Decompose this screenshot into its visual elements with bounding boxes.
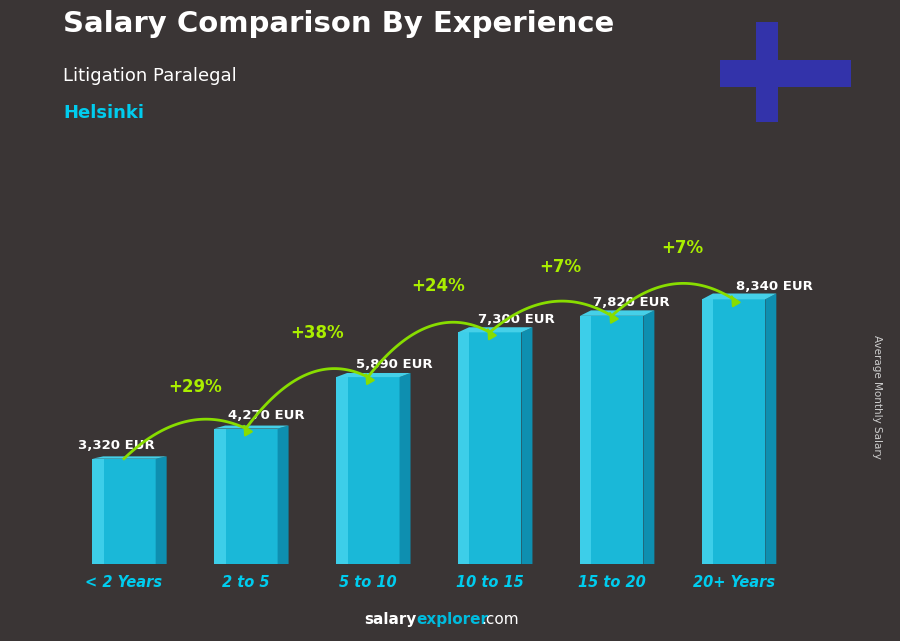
Text: +38%: +38% — [290, 324, 344, 342]
Text: +29%: +29% — [167, 378, 221, 396]
Bar — [336, 377, 400, 564]
Text: .com: .com — [482, 612, 519, 627]
Polygon shape — [93, 456, 166, 459]
Bar — [458, 332, 521, 564]
Bar — [93, 459, 104, 564]
Text: Average Monthly Salary: Average Monthly Salary — [872, 335, 883, 460]
Polygon shape — [156, 456, 166, 564]
Text: 3,320 EUR: 3,320 EUR — [77, 439, 155, 453]
Bar — [458, 332, 470, 564]
Polygon shape — [765, 294, 777, 564]
Polygon shape — [644, 310, 654, 564]
Text: 7,820 EUR: 7,820 EUR — [593, 297, 670, 310]
Polygon shape — [580, 310, 654, 316]
Polygon shape — [336, 373, 410, 377]
Text: Helsinki: Helsinki — [63, 104, 144, 122]
Text: 4,270 EUR: 4,270 EUR — [228, 409, 304, 422]
Text: salary: salary — [364, 612, 417, 627]
Bar — [702, 299, 714, 564]
Text: 7,300 EUR: 7,300 EUR — [478, 313, 554, 326]
Bar — [336, 377, 347, 564]
Bar — [756, 22, 778, 122]
Text: +7%: +7% — [539, 258, 581, 276]
Text: 5,890 EUR: 5,890 EUR — [356, 358, 432, 370]
Bar — [214, 429, 277, 564]
Polygon shape — [458, 328, 533, 332]
Polygon shape — [214, 426, 289, 429]
Bar — [93, 459, 156, 564]
Text: +24%: +24% — [411, 277, 465, 295]
Bar — [702, 299, 765, 564]
Polygon shape — [277, 426, 289, 564]
Bar — [720, 60, 850, 87]
Bar — [214, 429, 226, 564]
Text: Salary Comparison By Experience: Salary Comparison By Experience — [63, 10, 614, 38]
Bar — [580, 316, 591, 564]
Polygon shape — [521, 328, 533, 564]
Polygon shape — [702, 294, 777, 299]
Text: Litigation Paralegal: Litigation Paralegal — [63, 67, 237, 85]
Text: 8,340 EUR: 8,340 EUR — [736, 280, 813, 293]
Bar — [580, 316, 644, 564]
Polygon shape — [400, 373, 410, 564]
Text: +7%: +7% — [662, 239, 704, 257]
Text: explorer: explorer — [417, 612, 489, 627]
